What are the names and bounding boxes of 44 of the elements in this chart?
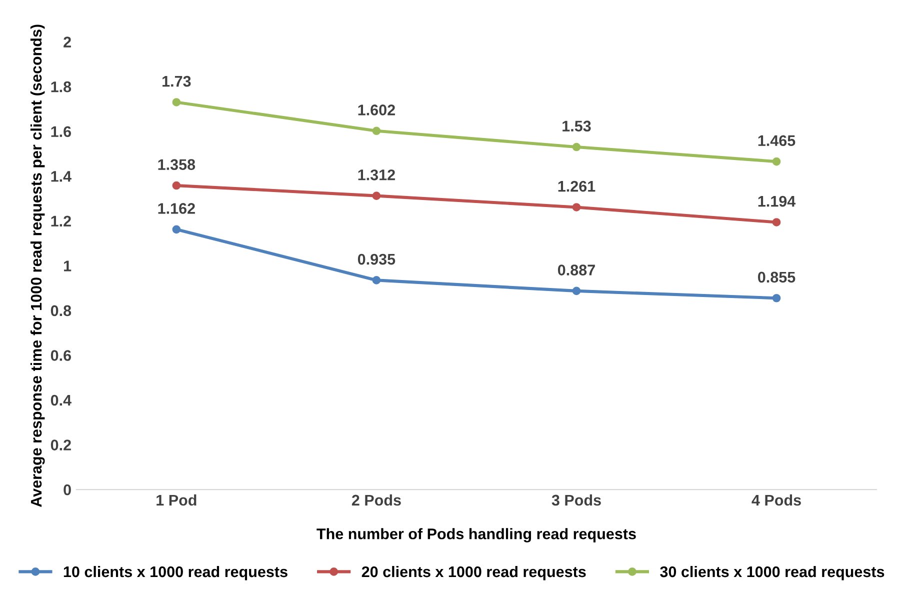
x-tick-label: 2 Pods	[352, 494, 401, 506]
point	[772, 294, 781, 302]
data-label: 1.162	[158, 203, 195, 214]
legend-label: 20 clients x 1000 read requests	[362, 566, 586, 580]
data-label: 1.358	[158, 159, 196, 170]
x-tick-label: 4 Pods	[752, 494, 801, 506]
point	[172, 98, 181, 106]
y-tick-label: 0.8	[50, 305, 72, 316]
point	[572, 142, 581, 152]
data-label: 0.855	[758, 272, 796, 283]
x-tick-label: 3 Pods	[552, 494, 601, 506]
data-label: 0.935	[358, 254, 396, 265]
point	[572, 286, 581, 296]
legend-label: 30 clients x 1000 read requests	[660, 566, 884, 580]
point	[172, 225, 181, 234]
x-tick-label: 1 Pod	[156, 494, 196, 506]
data-label: 0.887	[558, 264, 595, 276]
x-axis-title: The number of Pods handling read requests	[316, 528, 636, 542]
y-tick-label: 1.8	[51, 81, 72, 92]
data-label: 1.53	[562, 120, 591, 132]
data-label: 1.73	[162, 76, 191, 87]
point	[172, 181, 181, 190]
y-tick-label: 0.6	[50, 350, 72, 361]
data-label: 1.261	[558, 180, 596, 192]
data-label: 1.312	[358, 169, 395, 180]
point	[772, 218, 781, 226]
data-label: 1.602	[358, 104, 395, 116]
point	[572, 203, 581, 212]
point	[772, 157, 781, 166]
point	[372, 192, 381, 200]
y-tick-label: 1.2	[51, 216, 71, 226]
data-label: 1.194	[758, 196, 796, 207]
y-tick-label: 0.2	[50, 440, 71, 450]
y-tick-label: 1.4	[51, 171, 72, 182]
data-label: 1.465	[758, 135, 796, 146]
y-tick-label: 2	[64, 36, 71, 48]
point	[372, 276, 381, 284]
y-tick-label: 1.6	[51, 126, 72, 138]
y-axis-title: Average response time for 1000 read requests per client (seconds)	[30, 24, 45, 507]
point	[372, 126, 381, 136]
y-tick-label: 0.4	[50, 394, 72, 406]
legend-label: 10 clients x 1000 read requests	[64, 566, 288, 580]
y-tick-label: 1	[64, 260, 72, 272]
y-tick-label: 0	[64, 484, 71, 496]
